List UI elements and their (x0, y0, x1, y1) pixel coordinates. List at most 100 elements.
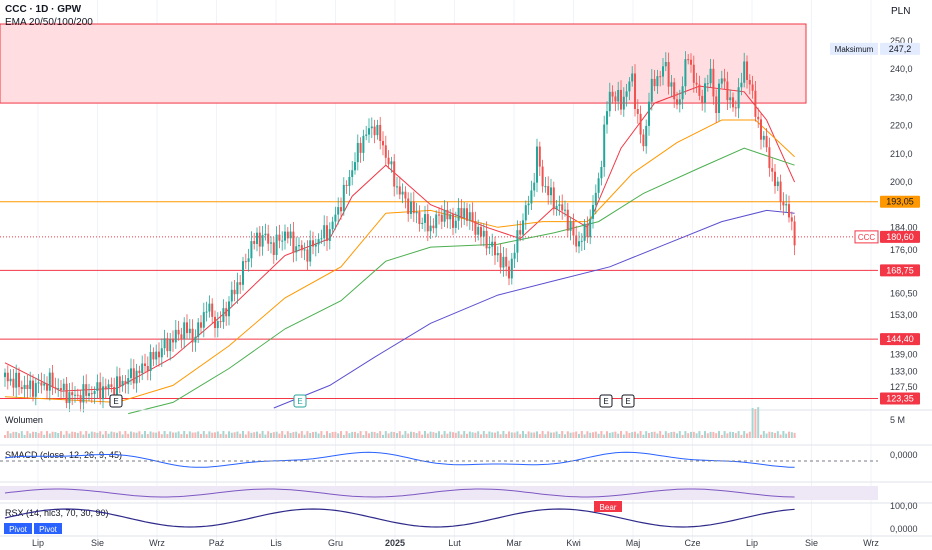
candle[interactable] (12, 378, 15, 388)
candle[interactable] (662, 66, 664, 77)
candle[interactable] (452, 214, 454, 228)
candle[interactable] (446, 209, 449, 220)
candle[interactable] (300, 245, 303, 251)
candle[interactable] (214, 316, 216, 329)
candle[interactable] (754, 90, 757, 117)
candle[interactable] (695, 82, 698, 85)
candle[interactable] (138, 370, 141, 374)
candle[interactable] (228, 301, 230, 317)
candle[interactable] (463, 208, 466, 218)
candle[interactable] (331, 221, 334, 230)
candle[interactable] (51, 372, 54, 388)
candle[interactable] (382, 140, 384, 146)
candle[interactable] (23, 384, 26, 390)
candle[interactable] (578, 241, 580, 247)
candle[interactable] (71, 392, 74, 396)
candle[interactable] (737, 87, 740, 109)
candle[interactable] (443, 209, 446, 222)
candle[interactable] (628, 81, 631, 92)
candle[interactable] (664, 62, 667, 67)
candle[interactable] (743, 61, 746, 83)
candle[interactable] (440, 214, 443, 222)
candle[interactable] (449, 214, 452, 220)
candle[interactable] (295, 246, 298, 253)
candle[interactable] (396, 186, 398, 188)
candle[interactable] (376, 124, 379, 136)
candle[interactable] (608, 91, 611, 112)
candle[interactable] (158, 351, 160, 358)
candle[interactable] (681, 86, 684, 100)
candle[interactable] (645, 125, 648, 147)
candle[interactable] (244, 261, 247, 263)
candle[interactable] (547, 186, 550, 196)
candle[interactable] (90, 393, 93, 395)
candle[interactable] (43, 383, 46, 386)
candle[interactable] (670, 82, 673, 87)
candle[interactable] (720, 78, 723, 84)
candle[interactable] (54, 387, 57, 389)
candle[interactable] (499, 253, 502, 268)
candle[interactable] (292, 231, 295, 253)
candle[interactable] (261, 235, 264, 247)
candle[interactable] (9, 378, 12, 382)
candle[interactable] (457, 207, 460, 221)
candle[interactable] (687, 59, 690, 61)
candle[interactable] (502, 256, 505, 268)
candle[interactable] (368, 128, 370, 135)
candle[interactable] (370, 126, 373, 129)
candle[interactable] (715, 96, 718, 114)
candle[interactable] (566, 209, 569, 231)
candle[interactable] (426, 214, 429, 232)
candle[interactable] (704, 83, 706, 103)
candle[interactable] (550, 187, 552, 196)
candle[interactable] (177, 329, 180, 335)
candle[interactable] (197, 322, 200, 337)
candle[interactable] (510, 258, 513, 279)
candle[interactable] (572, 221, 575, 236)
candle[interactable] (404, 191, 407, 199)
candle[interactable] (169, 339, 172, 352)
candle[interactable] (544, 186, 547, 188)
candle[interactable] (474, 221, 477, 235)
candle[interactable] (418, 211, 421, 225)
earnings-marker[interactable] (109, 394, 123, 408)
candle[interactable] (690, 59, 692, 65)
candle[interactable] (306, 249, 309, 262)
candle[interactable] (393, 161, 396, 187)
candle[interactable] (253, 241, 256, 244)
candle[interactable] (421, 222, 424, 225)
candle[interactable] (390, 161, 393, 165)
candle[interactable] (429, 225, 432, 232)
candle[interactable] (373, 126, 376, 136)
candle[interactable] (723, 78, 726, 82)
candles[interactable] (4, 51, 796, 413)
candle[interactable] (186, 322, 188, 334)
candle[interactable] (286, 231, 289, 239)
candle[interactable] (776, 181, 779, 187)
candle[interactable] (648, 101, 650, 126)
candle[interactable] (530, 190, 533, 204)
candle[interactable] (762, 135, 765, 140)
candle[interactable] (68, 392, 71, 404)
candle[interactable] (751, 84, 754, 91)
candle[interactable] (110, 384, 113, 387)
candle[interactable] (468, 212, 471, 221)
candle[interactable] (354, 162, 356, 171)
candle[interactable] (194, 336, 197, 343)
candle[interactable] (639, 113, 642, 135)
candle[interactable] (583, 223, 586, 241)
candle[interactable] (323, 225, 326, 239)
candle[interactable] (580, 240, 583, 242)
candle[interactable] (183, 322, 186, 340)
candle[interactable] (163, 338, 166, 349)
candle[interactable] (20, 387, 23, 390)
candle[interactable] (96, 382, 99, 392)
candle[interactable] (667, 62, 670, 87)
candle[interactable] (505, 256, 508, 267)
candle[interactable] (351, 170, 354, 177)
candle[interactable] (706, 83, 709, 85)
candle[interactable] (398, 186, 401, 195)
candle[interactable] (536, 146, 538, 183)
candle[interactable] (415, 211, 418, 214)
candle[interactable] (597, 178, 600, 193)
